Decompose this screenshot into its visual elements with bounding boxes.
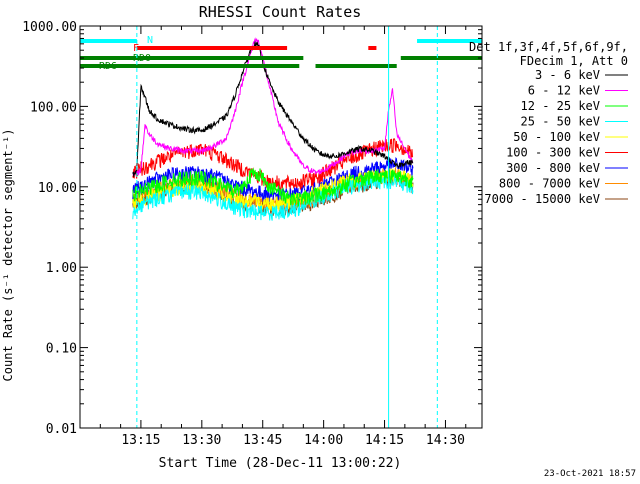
series-line-1: [132, 41, 414, 177]
legend-label-6: 100 - 300 keV: [506, 146, 600, 160]
series-line-2: [132, 37, 414, 176]
legend-label-7: 300 - 800 keV: [506, 161, 600, 175]
legend-header-detectors: Det 1f,3f,4f,5f,6f,9f,: [469, 40, 628, 54]
plot-frame: [79, 25, 483, 429]
x-tick-label-1: 13:15: [121, 433, 160, 448]
x-tick-label-6: 14:30: [426, 433, 465, 448]
state-bar-label-rd6: RD6: [99, 61, 117, 72]
legend-header-decimation: FDecim 1, Att 0: [520, 54, 628, 68]
state-bar-label-f: F: [133, 43, 139, 54]
x-tick-label-5: 14:15: [365, 433, 404, 448]
x-axis-label: Start Time (28-Dec-11 13:00:22): [159, 456, 402, 471]
chart-title: RHESSI Count Rates: [199, 3, 362, 21]
x-tick-label-2: 13:30: [182, 433, 221, 448]
legend: Det 1f,3f,4f,5f,6f,9f, FDecim 1, Att 0 3…: [469, 40, 628, 206]
y-tick-label-3: 10.00: [38, 181, 77, 196]
legend-label-1: 3 - 6 keV: [535, 68, 600, 82]
legend-label-3: 12 - 25 keV: [521, 99, 600, 113]
legend-label-5: 50 - 100 keV: [513, 130, 600, 144]
y-tick-label-1: 1000.00: [22, 20, 77, 35]
legend-label-4: 25 - 50 keV: [521, 115, 600, 129]
series-line-3: [132, 167, 414, 207]
footer-timestamp: 23-Oct-2021 18:57: [544, 469, 636, 479]
y-tick-label-6: 0.01: [46, 422, 77, 437]
series-line-7: [132, 157, 414, 203]
y-tick-label-2: 100.00: [30, 100, 77, 115]
x-tick-label-3: 13:45: [243, 433, 282, 448]
y-axis-label: Count Rate (s⁻¹ detector segment⁻¹): [1, 129, 15, 382]
axes: 1000.00 100.00 10.00 1.00 0.10 0.01 13:15 13:30…: [22, 20, 483, 448]
legend-label-2: 6 - 12 keV: [528, 84, 600, 98]
x-tick-label-4: 14:00: [304, 433, 343, 448]
state-bar-label-rd0: RD0: [133, 53, 151, 64]
state-bar-label-n: N: [147, 35, 153, 46]
y-tick-label-4: 1.00: [46, 261, 77, 276]
y-tick-label-5: 0.10: [46, 342, 77, 357]
legend-label-8: 800 - 7000 keV: [499, 177, 600, 191]
series-line-4: [132, 172, 414, 221]
legend-label-9: 7000 - 15000 keV: [484, 192, 600, 206]
